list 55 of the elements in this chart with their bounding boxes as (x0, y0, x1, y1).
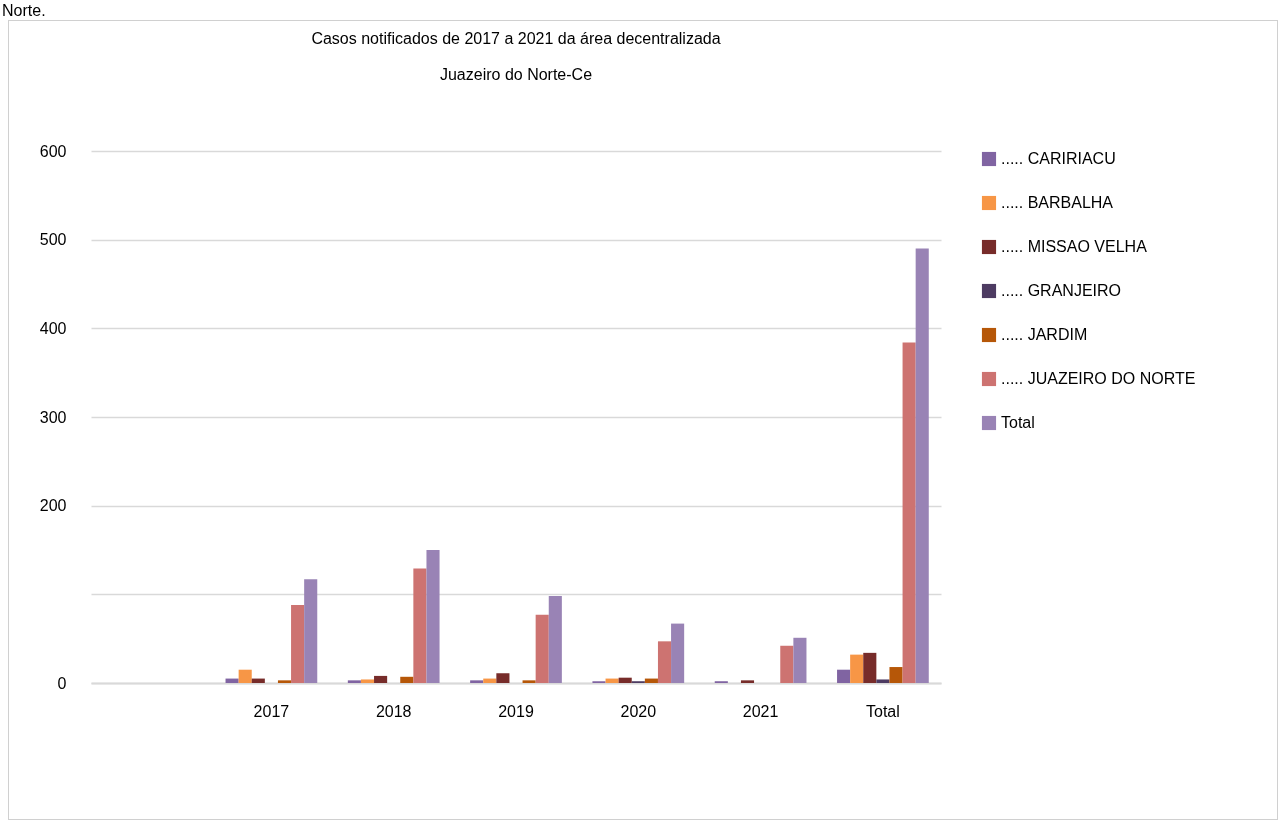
bar (374, 675, 388, 683)
y-tick-label: 0 (57, 674, 67, 692)
bar (496, 673, 510, 683)
bar (470, 680, 484, 683)
bar (400, 676, 414, 683)
bar (426, 550, 440, 683)
bar (225, 678, 239, 683)
bar (837, 669, 851, 683)
legend-label: ..... BARBALHA (1001, 194, 1114, 211)
bar (863, 652, 877, 683)
bar (548, 596, 562, 683)
bar (483, 678, 497, 683)
bar (657, 641, 672, 683)
bar (644, 678, 658, 683)
legend-label: ..... GRANJEIRO (1001, 282, 1122, 299)
y-tick-label: 500 (39, 231, 67, 249)
x-tick-label: 2017 (253, 702, 290, 720)
x-tick-label: 2021 (742, 702, 779, 720)
x-tick-label: 2018 (375, 702, 412, 720)
bar (915, 248, 929, 683)
bar (251, 678, 265, 683)
chart-subtitle: Juazeiro do Norte-Ce (439, 66, 593, 83)
bar (535, 614, 549, 683)
chart-title: Casos notificados de 2017 a 2021 da área decentralizada (311, 30, 721, 47)
bar (347, 680, 361, 683)
bar (277, 680, 292, 683)
x-tick-label: 2019 (498, 702, 534, 720)
bar (304, 579, 318, 683)
bar (780, 645, 794, 683)
y-tick-label: 400 (39, 319, 67, 337)
y-tick-label: 600 (39, 142, 67, 160)
x-tick-label: Total (866, 702, 900, 720)
bar (793, 637, 807, 683)
bar (605, 678, 619, 683)
bar (740, 680, 755, 683)
legend-label: ..... JARDIM (1001, 326, 1088, 343)
bar (618, 677, 632, 683)
bar (850, 654, 864, 683)
bar (889, 667, 903, 683)
legend-label: ..... MISSAO VELHA (1001, 238, 1148, 255)
y-tick-label: 300 (39, 408, 67, 426)
bar (876, 679, 890, 683)
bar (413, 568, 427, 683)
text: Norte. (1, 1, 47, 20)
bar (360, 679, 375, 683)
y-tick-label: 200 (39, 497, 67, 515)
bar (671, 623, 685, 683)
bar (291, 604, 305, 683)
legend-label: ..... JUAZEIRO DO NORTE (1001, 370, 1196, 387)
legend-label: ..... CARIRIACU (1001, 150, 1116, 167)
bar (522, 680, 536, 683)
x-tick-label: 2020 (620, 702, 657, 720)
bar (902, 342, 916, 683)
bar (238, 669, 252, 683)
legend-label: Total (1001, 414, 1035, 431)
